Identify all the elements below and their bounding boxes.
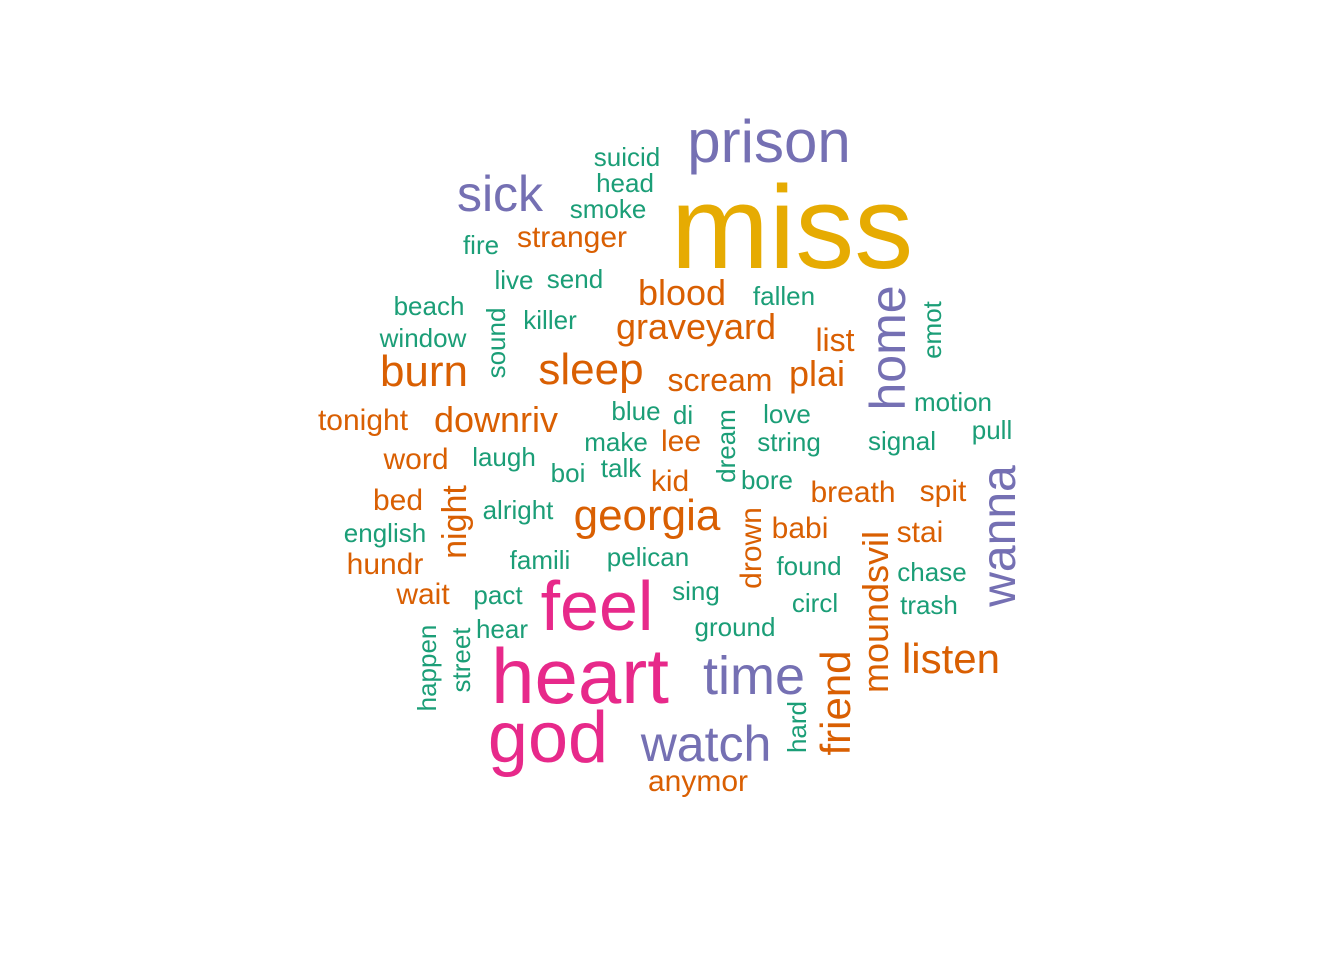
word-happen: happen	[412, 624, 442, 712]
word-alright: alright	[482, 495, 554, 525]
word-listen: listen	[901, 635, 1001, 682]
word-laugh: laugh	[472, 442, 536, 472]
word-fallen: fallen	[752, 281, 816, 311]
word-heart: heart	[491, 632, 669, 720]
word-love: love	[763, 399, 811, 429]
word-pact: pact	[473, 580, 523, 610]
word-blue: blue	[611, 396, 661, 426]
word-stranger: stranger	[516, 221, 628, 254]
word-drown: drown	[735, 507, 768, 589]
word-pull: pull	[971, 415, 1013, 445]
word-circl: circl	[791, 588, 839, 618]
word-wanna: wanna	[973, 465, 1026, 607]
word-live: live	[494, 265, 534, 295]
word-time: time	[702, 646, 806, 706]
word-boi: boi	[550, 458, 586, 488]
word-graveyard: graveyard	[615, 306, 777, 347]
word-hear: hear	[475, 614, 529, 644]
word-killer: killer	[523, 305, 577, 335]
word-feel: feel	[540, 567, 654, 645]
word-tonight: tonight	[317, 404, 409, 437]
word-stai: stai	[896, 516, 944, 549]
word-english: english	[343, 518, 427, 548]
word-god: god	[487, 698, 609, 778]
word-pelican: pelican	[606, 542, 690, 572]
word-chase: chase	[897, 557, 967, 587]
word-fire: fire	[462, 230, 500, 260]
word-emot: emot	[917, 301, 947, 359]
word-suicid: suicid	[593, 142, 661, 172]
word-ground: ground	[694, 612, 776, 642]
word-found: found	[776, 551, 842, 581]
word-sound: sound	[481, 307, 511, 379]
word-miss: miss	[670, 162, 914, 294]
word-home: home	[860, 285, 916, 411]
word-blood: blood	[637, 272, 727, 313]
word-breath: breath	[810, 476, 896, 509]
word-string: string	[757, 427, 821, 457]
word-sing: sing	[672, 576, 720, 606]
word-motion: motion	[913, 387, 993, 417]
word-scream: scream	[667, 362, 773, 398]
word-make: make	[584, 427, 648, 457]
word-sleep: sleep	[538, 345, 644, 394]
word-talk: talk	[600, 453, 642, 483]
word-bore: bore	[740, 465, 794, 495]
word-dream: dream	[711, 409, 741, 483]
word-trash: trash	[900, 590, 958, 620]
word-beach: beach	[393, 291, 465, 321]
word-word: word	[383, 443, 449, 476]
word-plai: plai	[788, 353, 846, 394]
word-downriv: downriv	[433, 399, 559, 440]
word-famili: famili	[509, 545, 571, 575]
word-signal: signal	[868, 426, 936, 456]
word-di: di	[672, 400, 694, 430]
word-hundr: hundr	[346, 548, 424, 581]
word-street: street	[446, 627, 476, 693]
word-send: send	[546, 264, 604, 294]
word-georgia: georgia	[573, 491, 721, 540]
word-anymor: anymor	[647, 765, 749, 798]
word-window: window	[379, 323, 467, 353]
word-burn: burn	[379, 347, 469, 396]
word-smoke: smoke	[569, 194, 647, 224]
word-moundsvil: moundsvil	[855, 530, 896, 694]
word-bed: bed	[372, 484, 424, 517]
word-lee: lee	[660, 425, 702, 458]
word-watch: watch	[640, 716, 772, 772]
word-kid: kid	[650, 465, 690, 498]
word-night: night	[436, 485, 474, 559]
word-hard: hard	[782, 700, 812, 754]
word-friend: friend	[812, 650, 859, 756]
word-wait: wait	[396, 578, 450, 611]
word-head: head	[596, 168, 654, 198]
word-sick: sick	[456, 166, 544, 222]
word-babi: babi	[771, 512, 829, 545]
word-prison: prison	[687, 108, 851, 175]
word-spit: spit	[919, 475, 967, 508]
word-list: list	[815, 322, 855, 358]
